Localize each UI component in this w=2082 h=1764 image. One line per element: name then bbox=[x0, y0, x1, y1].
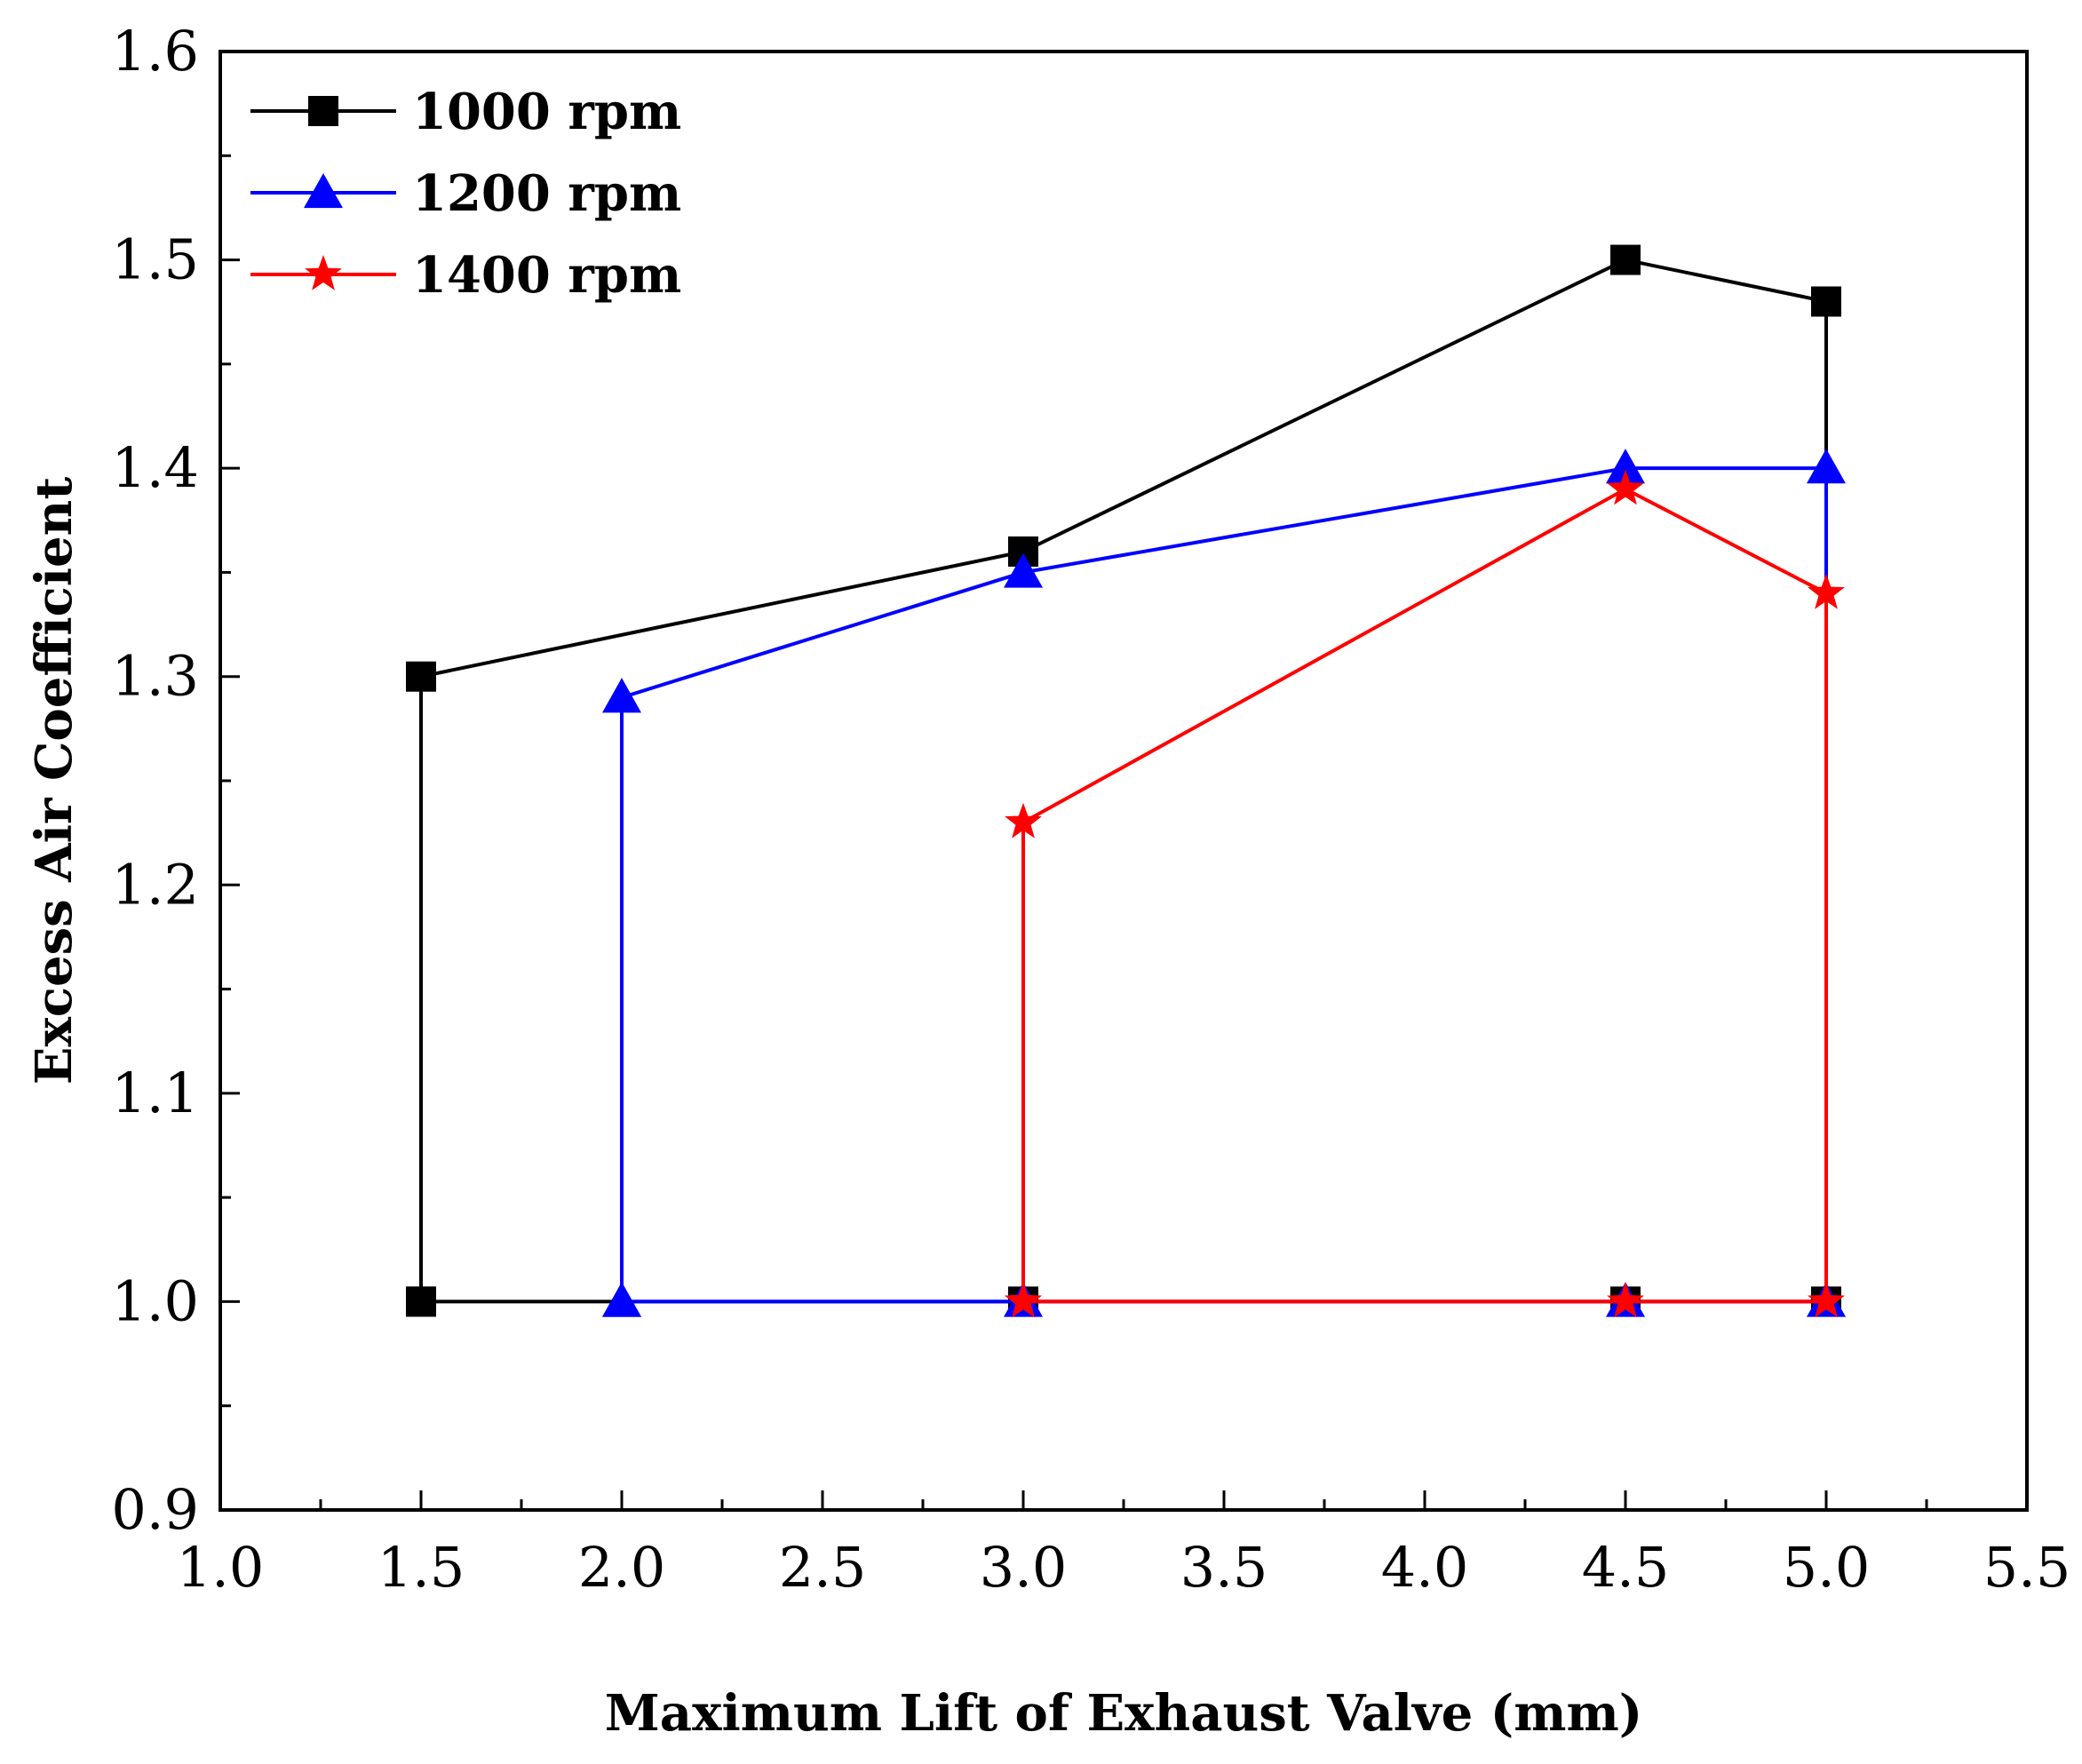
y-tick-label: 0.9 bbox=[111, 1477, 199, 1542]
x-tick-label: 4.0 bbox=[1381, 1535, 1469, 1600]
data-point-triangle bbox=[602, 678, 641, 713]
x-tick-label: 5.5 bbox=[1983, 1535, 2071, 1600]
x-tick-label: 1.0 bbox=[177, 1535, 265, 1600]
x-tick-label: 2.5 bbox=[779, 1535, 867, 1600]
legend: 1000 rpm 1200 rpm 1400 rpm bbox=[250, 83, 681, 305]
series-1400-rpm bbox=[1005, 469, 1845, 1318]
x-tick-label: 3.0 bbox=[980, 1535, 1068, 1600]
data-point-star bbox=[1005, 1282, 1042, 1318]
data-point-square bbox=[1811, 286, 1841, 317]
data-point-square bbox=[406, 1286, 436, 1317]
y-tick-label: 1.1 bbox=[111, 1061, 199, 1125]
legend-item: 1000 rpm bbox=[250, 83, 681, 141]
data-point-square bbox=[1610, 244, 1641, 275]
x-tick-label: 1.5 bbox=[377, 1535, 465, 1600]
series-line bbox=[1021, 487, 1828, 1304]
series-layer bbox=[406, 244, 1846, 1318]
data-point-triangle bbox=[1004, 552, 1043, 588]
legend-item: 1400 rpm bbox=[250, 246, 681, 305]
y-axis-title: Excess Air Coefficient bbox=[25, 477, 83, 1085]
x-tick-label: 4.5 bbox=[1582, 1535, 1670, 1600]
legend-label: 1000 rpm bbox=[412, 83, 681, 141]
legend-marker-square bbox=[308, 96, 338, 126]
x-axis-ticks: 1.0 1.5 2.0 2.5 3.0 3.5 4.0 4.5 5.0 5.5 bbox=[177, 1490, 2071, 1600]
legend-marker-star bbox=[305, 255, 342, 290]
plot-frame bbox=[219, 50, 2029, 1512]
legend-label: 1200 rpm bbox=[412, 164, 681, 223]
y-tick-label: 1.4 bbox=[111, 435, 199, 500]
x-tick-label: 2.0 bbox=[578, 1535, 666, 1600]
y-axis-ticks: 0.9 1.0 1.1 1.2 1.3 1.4 1.5 1.6 bbox=[111, 19, 240, 1542]
y-tick-label: 1.3 bbox=[111, 644, 199, 709]
y-tick-label: 1.2 bbox=[111, 852, 199, 917]
y-tick-label: 1.6 bbox=[111, 19, 199, 83]
data-point-square bbox=[406, 661, 436, 692]
legend-marker-triangle bbox=[304, 173, 343, 209]
data-point-star bbox=[1607, 469, 1644, 505]
x-tick-label: 5.0 bbox=[1783, 1535, 1871, 1600]
y-tick-label: 1.0 bbox=[111, 1268, 199, 1333]
y-tick-label: 1.5 bbox=[111, 227, 199, 292]
data-point-triangle bbox=[602, 1282, 641, 1317]
data-point-triangle bbox=[1807, 449, 1846, 484]
data-point-star bbox=[1005, 802, 1042, 838]
series-1200-rpm bbox=[602, 449, 1846, 1317]
legend-label: 1400 rpm bbox=[412, 246, 681, 305]
data-point-triangle bbox=[1606, 449, 1645, 484]
x-tick-label: 3.5 bbox=[1180, 1535, 1268, 1600]
data-point-star bbox=[1808, 1282, 1845, 1318]
data-point-star bbox=[1607, 1282, 1644, 1318]
x-axis-title: Maximum Lift of Exhaust Valve (mm) bbox=[605, 1684, 1642, 1743]
legend-item: 1200 rpm bbox=[250, 164, 681, 223]
data-point-star bbox=[1808, 573, 1845, 609]
series-line bbox=[419, 258, 1828, 1304]
series-line bbox=[620, 466, 1828, 1304]
